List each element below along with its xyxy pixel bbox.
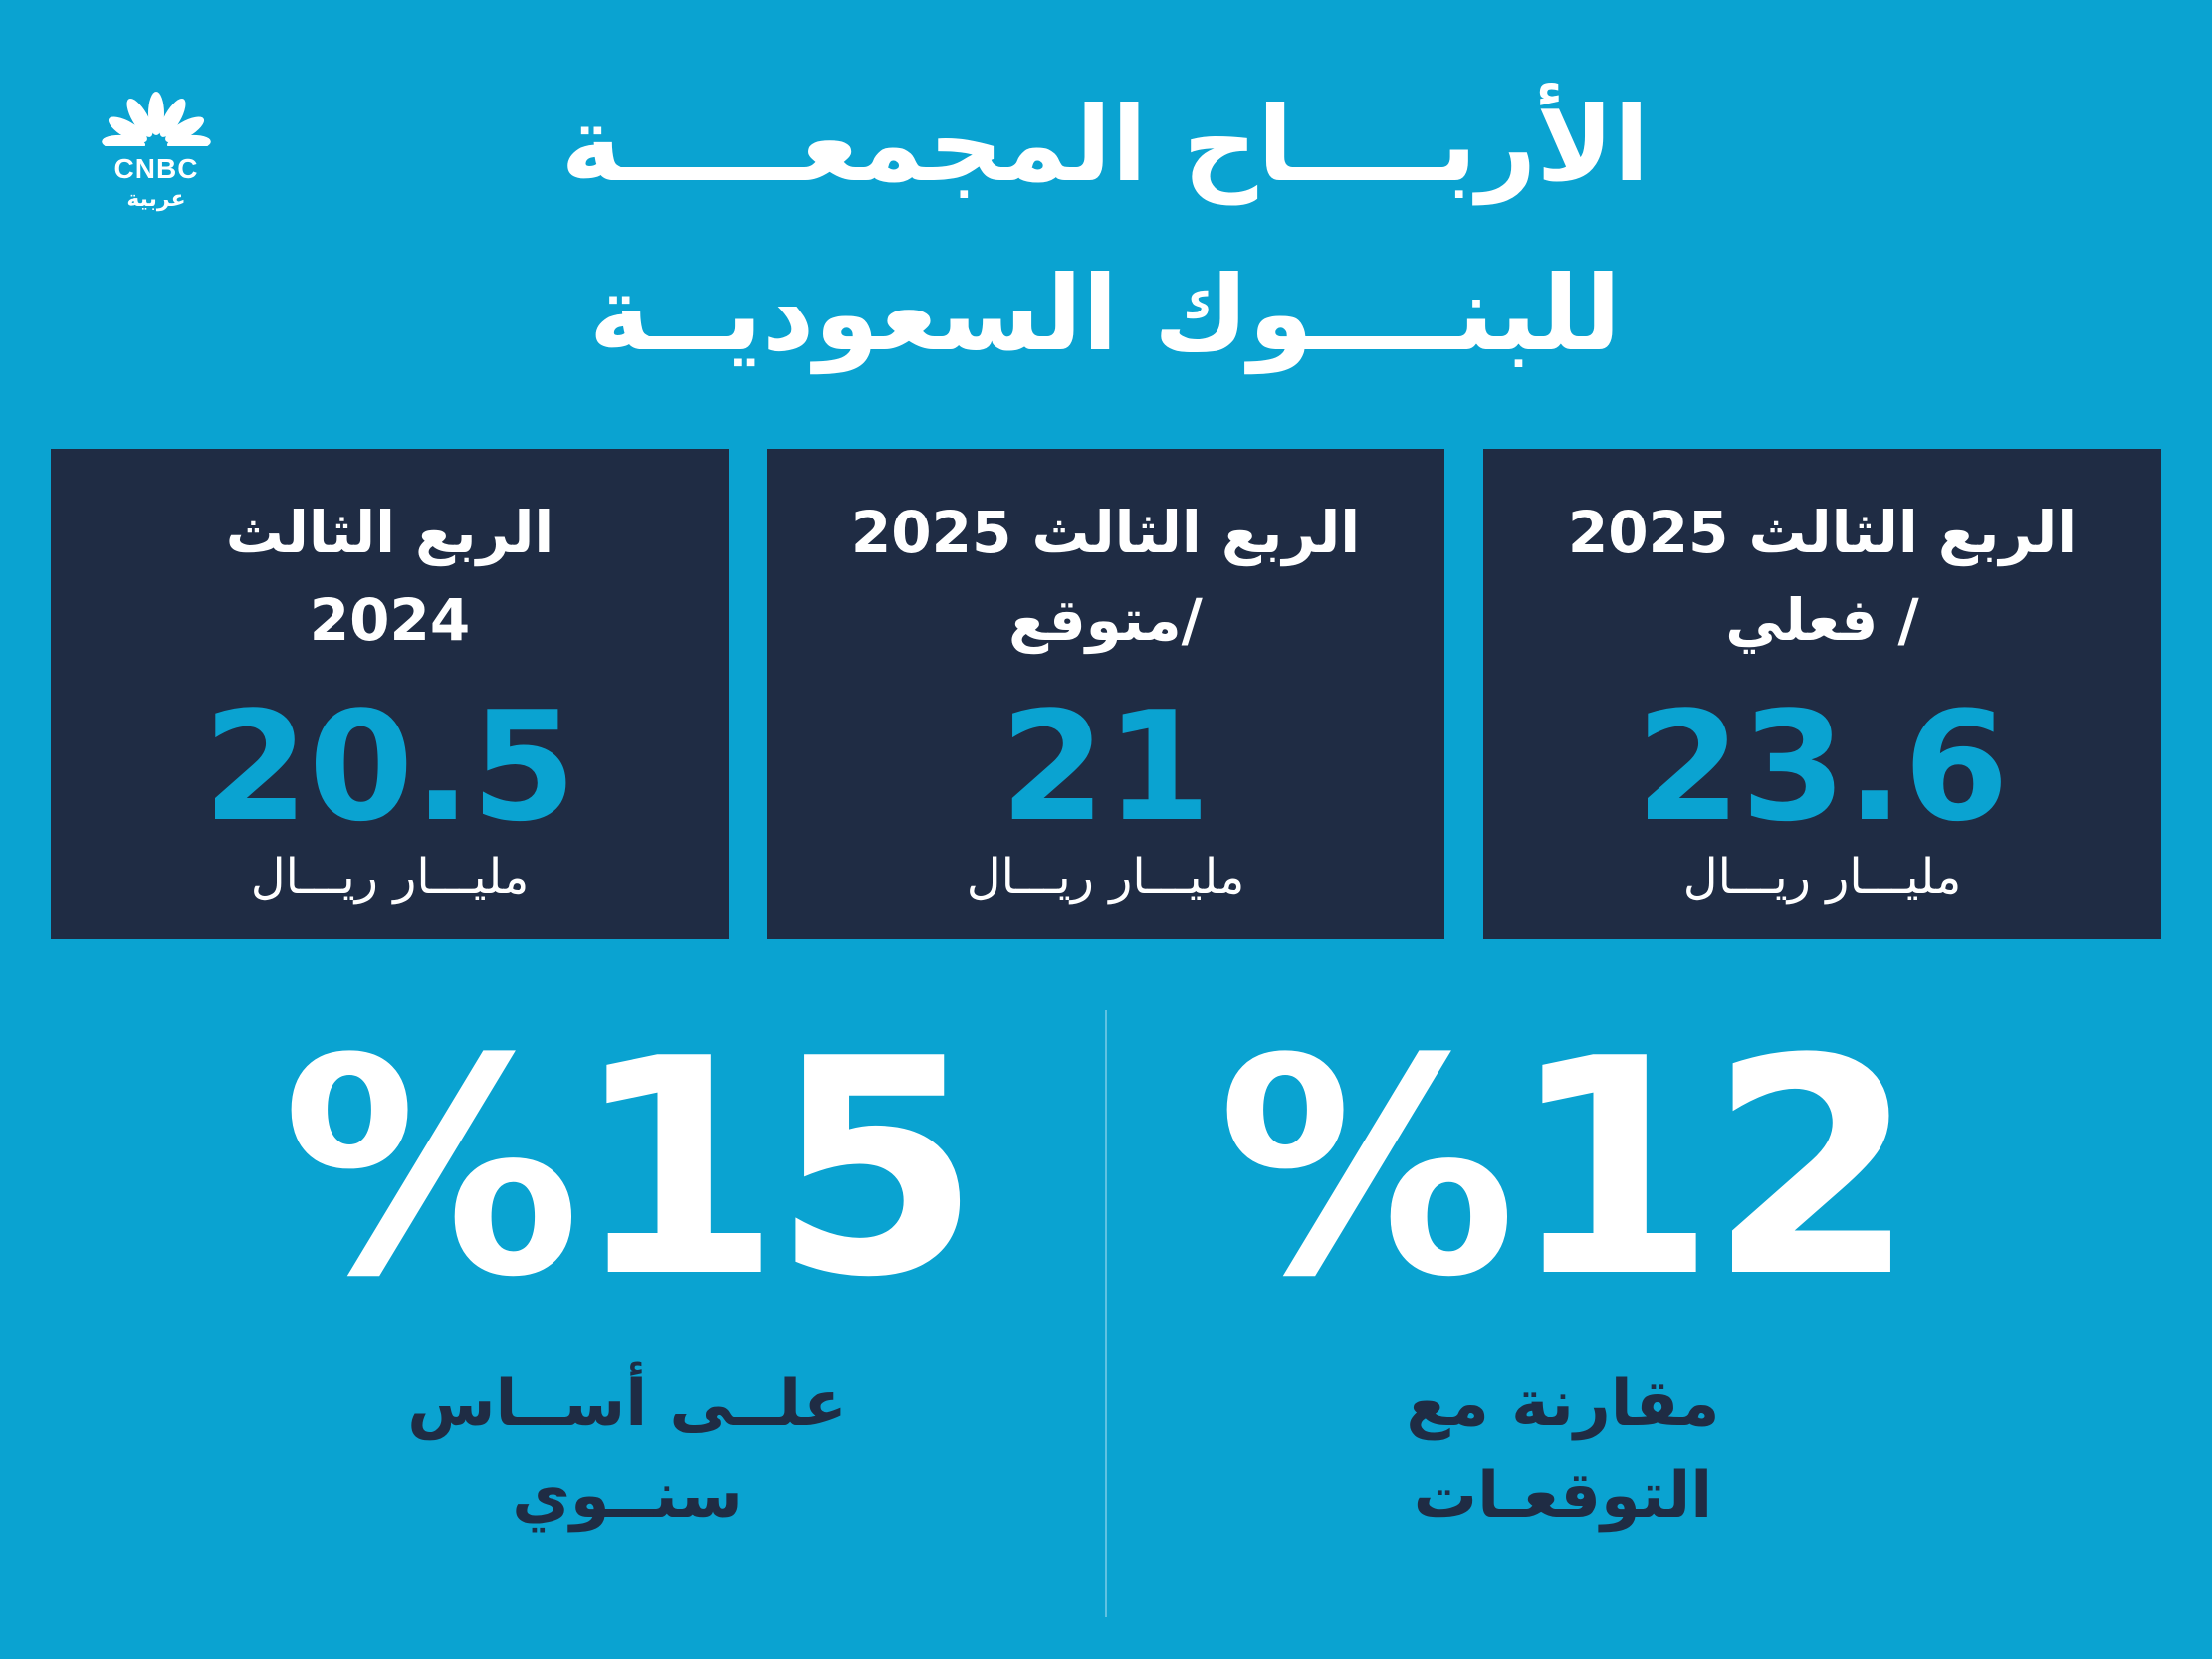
caption-line-2: التوقعـات <box>1413 1459 1713 1533</box>
title-line-1: الأربــــاح المجمعـــــة <box>560 84 1650 205</box>
card-heading-line-1: الربع الثالث 2025 <box>1567 499 2078 566</box>
caption-line-1: مقارنة مع <box>1406 1367 1720 1441</box>
card-heading: الربع الثالث 2025 /متوقع <box>767 489 1444 664</box>
vertical-divider <box>1105 1010 1107 1617</box>
card-heading-line-2: 2024 <box>309 586 471 654</box>
card-value: 23.6 <box>1635 679 2010 855</box>
caption-line-2: سنــوي <box>512 1459 743 1533</box>
card-q3-2025-expected: الربع الثالث 2025 /متوقع 21 مليـــار ريـ… <box>767 449 1444 939</box>
stat-vs-expectations-caption: مقارنة مع التوقعـات <box>1185 1358 1941 1542</box>
card-heading-line-2: / فعلي <box>1725 586 1919 654</box>
card-heading-line-1: الربع الثالث <box>225 499 554 566</box>
title-line-2: للبنــــوك السعوديــة <box>588 253 1622 374</box>
card-q3-2024: الربع الثالث 2024 20.5 مليـــار ريـــال <box>51 449 729 939</box>
card-unit: مليـــار ريـــال <box>966 849 1245 905</box>
card-heading: الربع الثالث 2025 / فعلي <box>1483 489 2161 664</box>
stat-year-over-year: %15 <box>281 995 981 1343</box>
card-heading: الربع الثالث 2024 <box>51 489 729 664</box>
logo-arabic-text: عربية <box>126 187 186 212</box>
page-title: الأربــــاح المجمعـــــة للبنــــوك السع… <box>338 60 1872 398</box>
stat-year-over-year-caption: علــى أســاس سنــوي <box>249 1358 1005 1542</box>
card-q3-2025-actual: الربع الثالث 2025 / فعلي 23.6 مليـــار ر… <box>1483 449 2161 939</box>
cnbc-arabia-logo: CNBC عربية <box>92 92 221 221</box>
card-value: 20.5 <box>202 679 577 855</box>
card-heading-line-2: /متوقع <box>1008 586 1203 654</box>
card-unit: مليـــار ريـــال <box>1682 849 1962 905</box>
logo-text: CNBC <box>113 153 199 184</box>
stat-vs-expectations: %12 <box>1217 995 1916 1343</box>
peacock-icon <box>92 92 221 161</box>
card-unit: مليـــار ريـــال <box>250 849 530 905</box>
card-heading-line-1: الربع الثالث 2025 <box>850 499 1361 566</box>
caption-line-1: علــى أســاس <box>407 1367 847 1441</box>
card-value: 21 <box>999 679 1212 855</box>
